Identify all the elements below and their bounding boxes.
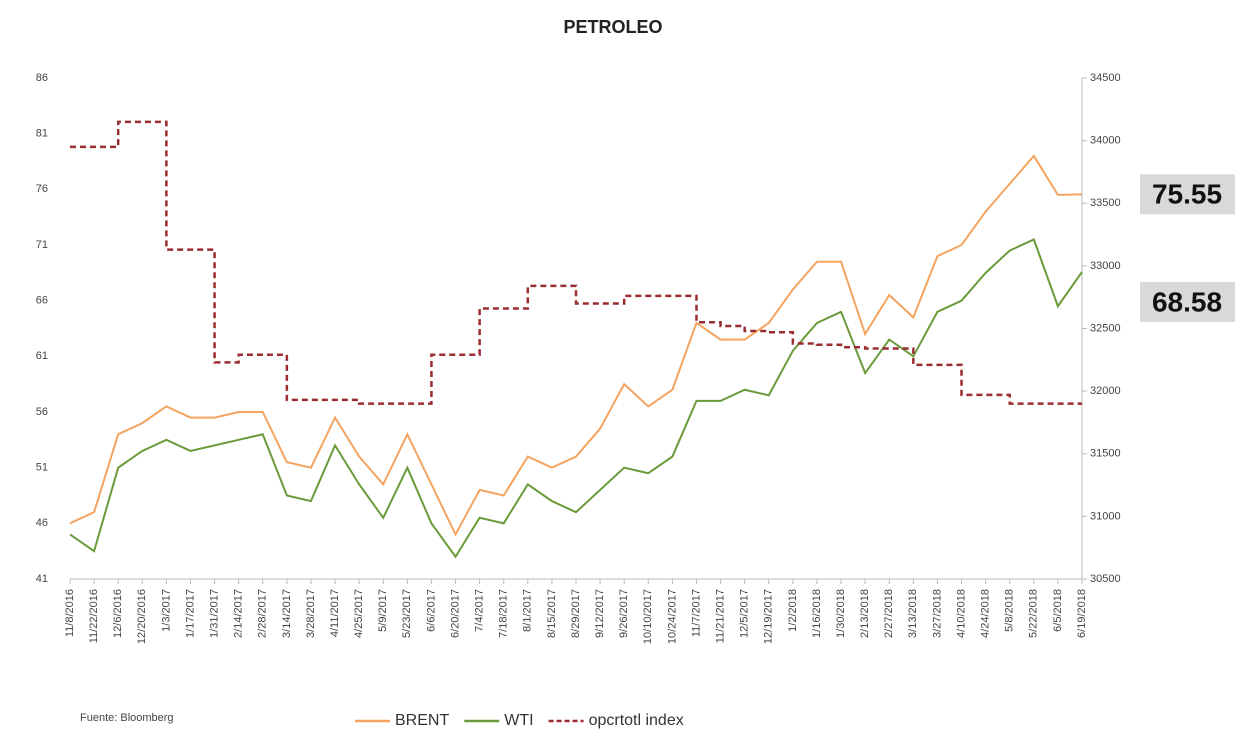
source: Fuente: Bloomberg <box>80 712 174 724</box>
y2-tick-label: 33000 <box>1090 260 1121 272</box>
x-tick-label: 5/9/2017 <box>377 589 389 632</box>
y2-tick-label: 34500 <box>1090 72 1121 84</box>
x-tick-label: 4/24/2018 <box>980 589 992 638</box>
x-tick-label: 8/29/2017 <box>570 589 582 638</box>
y-tick-label: 76 <box>36 183 48 195</box>
x-tick-label: 9/12/2017 <box>594 589 606 638</box>
x-tick-label: 5/8/2018 <box>1004 589 1016 632</box>
x-tick-label: 3/13/2018 <box>907 589 919 638</box>
x-tick-label: 1/2/2018 <box>787 589 799 632</box>
x-tick-label: 12/5/2017 <box>739 589 751 638</box>
x-tick-label: 12/6/2016 <box>112 589 124 638</box>
y-tick-label: 46 <box>36 517 48 529</box>
series-line <box>69 154 1083 537</box>
value-label: 75.55 <box>1152 179 1222 210</box>
x-tick-label: 4/25/2017 <box>353 589 365 638</box>
x-tick-label: 5/23/2017 <box>401 589 413 638</box>
y-tick-label: 86 <box>36 72 48 84</box>
y-tick-label: 66 <box>36 295 48 307</box>
x-tick-label: 11/21/2017 <box>714 589 726 643</box>
x-tick-label: 4/11/2017 <box>329 589 341 637</box>
x-tick-label: 2/14/2017 <box>233 589 245 638</box>
y-tick-label: 51 <box>36 462 48 474</box>
x-tick-label: 2/13/2018 <box>859 589 871 638</box>
x-tick-label: 5/22/2018 <box>1028 589 1040 638</box>
x-tick-label: 1/30/2018 <box>835 589 847 638</box>
x-tick-label: 3/28/2017 <box>305 589 317 638</box>
legend-label: opcrtotl index <box>589 712 684 729</box>
series-line <box>70 120 1082 405</box>
x-tick-label: 10/10/2017 <box>642 589 654 644</box>
x-tick-label: 2/27/2018 <box>883 589 895 638</box>
y-tick-label: 81 <box>36 128 48 140</box>
x-tick-label: 6/5/2018 <box>1052 589 1064 632</box>
x-tick-label: 6/20/2017 <box>449 589 461 638</box>
y-tick-label: 41 <box>36 573 48 585</box>
y2-tick-label: 33500 <box>1090 197 1121 209</box>
y2-tick-label: 34000 <box>1090 135 1121 147</box>
y2-tick-label: 31000 <box>1090 510 1121 522</box>
x-tick-label: 2/28/2017 <box>257 589 269 638</box>
x-tick-label: 12/19/2017 <box>763 589 775 644</box>
x-tick-label: 1/16/2018 <box>811 589 823 638</box>
x-tick-label: 3/27/2018 <box>931 589 943 638</box>
legend-label: BRENT <box>395 712 449 729</box>
x-tick-label: 7/4/2017 <box>474 589 486 632</box>
x-tick-label: 1/31/2017 <box>208 589 220 638</box>
y2-tick-label: 31500 <box>1090 448 1121 460</box>
x-tick-label: 9/26/2017 <box>618 589 630 638</box>
x-tick-label: 6/19/2018 <box>1076 589 1088 638</box>
value-label: 68.58 <box>1152 286 1222 317</box>
x-tick-label: 1/17/2017 <box>184 589 196 638</box>
chart-title: PETROLEO <box>563 17 662 37</box>
x-tick-label: 7/18/2017 <box>498 589 510 638</box>
x-tick-label: 12/20/2016 <box>136 589 148 644</box>
x-tick-label: 3/14/2017 <box>281 589 293 638</box>
x-tick-label: 11/7/2017 <box>690 589 702 637</box>
x-tick-label: 10/24/2017 <box>666 589 678 644</box>
x-tick-label: 11/8/2016 <box>64 589 76 637</box>
y-tick-label: 56 <box>36 406 48 418</box>
y-tick-label: 61 <box>36 350 48 362</box>
y2-tick-label: 32000 <box>1090 385 1121 397</box>
x-tick-label: 8/15/2017 <box>546 589 558 638</box>
x-tick-label: 11/22/2016 <box>88 589 100 643</box>
y2-tick-label: 32500 <box>1090 322 1121 334</box>
x-tick-label: 8/1/2017 <box>522 589 534 632</box>
x-tick-label: 1/3/2017 <box>160 589 172 632</box>
x-tick-label: 4/10/2018 <box>955 589 967 638</box>
y2-tick-label: 30500 <box>1090 573 1121 585</box>
value-label-box <box>1140 174 1235 215</box>
value-label-box <box>1140 281 1235 322</box>
x-tick-label: 6/6/2017 <box>425 589 437 632</box>
y-tick-label: 71 <box>36 239 48 251</box>
legend-label: WTI <box>504 712 533 729</box>
series-line <box>69 238 1083 559</box>
